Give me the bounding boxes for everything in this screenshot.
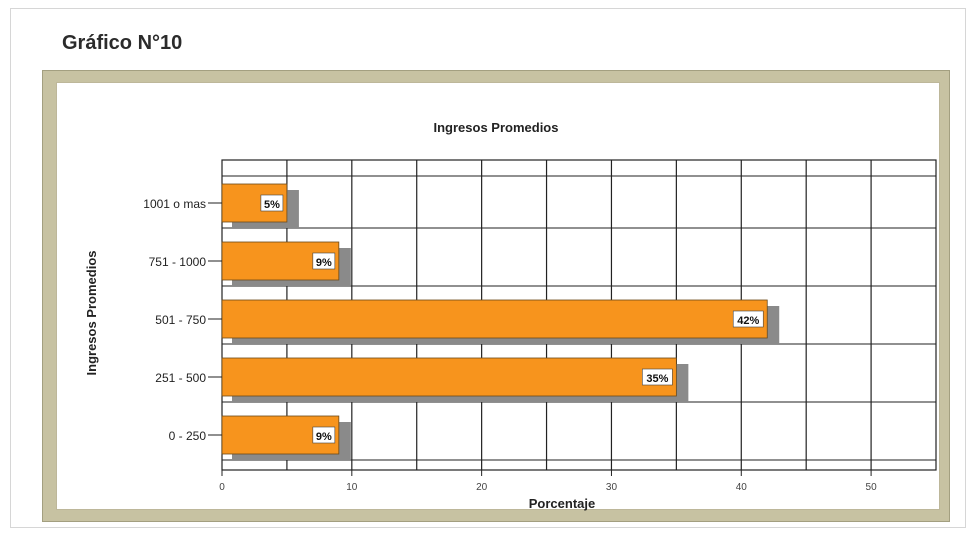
data-label: 35% bbox=[646, 373, 668, 385]
y-tick-label: 1001 o mas bbox=[143, 197, 206, 211]
bar bbox=[221, 357, 677, 397]
chart-panel bbox=[56, 82, 940, 510]
y-tick-label: 251 - 500 bbox=[155, 371, 206, 385]
data-label-box bbox=[732, 310, 764, 328]
data-label-box bbox=[260, 194, 284, 212]
data-label-box bbox=[312, 426, 336, 444]
y-axis-label: Ingresos Promedios bbox=[84, 251, 99, 376]
data-label: 9% bbox=[316, 431, 332, 443]
data-label-box bbox=[312, 252, 336, 270]
bars: 5% 9% 42% 35% 9% bbox=[221, 183, 780, 460]
y-tick-label: 751 - 1000 bbox=[149, 255, 207, 269]
x-tick-label: 20 bbox=[476, 482, 488, 493]
x-axis-label: Porcentaje bbox=[529, 496, 595, 511]
data-label-box bbox=[642, 368, 673, 386]
x-tick-label: 30 bbox=[606, 482, 618, 493]
axes: 1001 o mas 751 - 1000 501 - 750 251 - 500 0 … bbox=[143, 197, 877, 493]
data-label: 9% bbox=[316, 257, 332, 269]
bar bbox=[221, 299, 768, 339]
chart-title: Ingresos Promedios bbox=[434, 120, 559, 135]
x-tick-label: 0 bbox=[219, 482, 225, 493]
x-tick-label: 10 bbox=[346, 482, 358, 493]
data-label: 42% bbox=[737, 315, 759, 327]
y-tick-label: 501 - 750 bbox=[155, 313, 206, 327]
x-tick-label: 50 bbox=[866, 482, 878, 493]
y-tick-label: 0 - 250 bbox=[169, 429, 207, 443]
figure-title: Gráfico N°10 bbox=[62, 32, 183, 54]
x-tick-label: 40 bbox=[736, 482, 748, 493]
data-label: 5% bbox=[264, 199, 280, 211]
